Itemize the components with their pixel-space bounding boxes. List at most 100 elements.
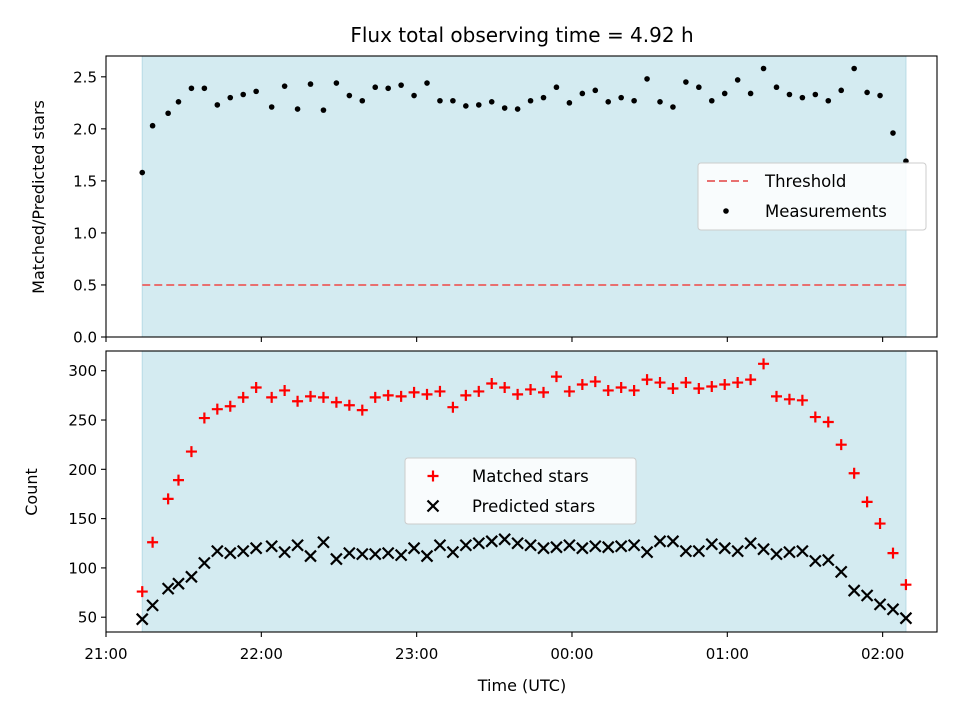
y-tick-label: 2.5: [73, 68, 97, 86]
data-point: [433, 538, 447, 552]
data-point: [721, 90, 728, 97]
data-point: [692, 544, 706, 558]
data-point: [185, 570, 198, 584]
data-point: [446, 545, 460, 559]
data-point: [450, 97, 456, 104]
data-point: [501, 105, 508, 111]
data-point: [670, 104, 676, 110]
data-point: [680, 377, 692, 389]
legend-label: Measurements: [765, 202, 887, 221]
data-point: [537, 541, 550, 555]
data-point: [473, 385, 485, 397]
data-point: [198, 412, 210, 424]
legend-swatch: [426, 499, 440, 513]
data-point: [786, 91, 793, 98]
y-tick-label: 0.5: [73, 276, 97, 294]
series-measurements: [139, 65, 909, 176]
data-point: [165, 110, 171, 117]
data-point: [514, 106, 521, 112]
data-point: [864, 89, 870, 96]
data-point: [291, 538, 304, 552]
data-point: [890, 130, 896, 136]
data-point: [887, 547, 899, 559]
data-point: [783, 545, 796, 559]
data-point: [198, 556, 211, 570]
legend-label: Matched stars: [472, 467, 589, 486]
data-point: [437, 97, 443, 104]
data-point: [265, 539, 278, 553]
data-point: [877, 92, 883, 99]
data-point: [602, 384, 614, 396]
legend: Matched stars Predicted stars: [404, 457, 637, 525]
x-tick-label: 21:00: [84, 645, 127, 663]
data-point: [147, 536, 159, 548]
x-tick-label: 23:00: [395, 645, 438, 663]
data-point: [512, 388, 524, 400]
data-point: [330, 396, 342, 408]
data-point: [356, 547, 369, 561]
data-point: [758, 358, 770, 370]
data-point: [146, 599, 159, 612]
data-point: [683, 79, 689, 85]
data-point: [498, 533, 511, 546]
data-point: [605, 98, 612, 105]
legend-label: Predicted stars: [472, 497, 595, 516]
y-tick-label: 300: [68, 362, 97, 380]
data-point: [796, 544, 809, 558]
series-predicted-stars: [135, 533, 913, 626]
legend-swatch: [723, 208, 729, 214]
data-point: [679, 544, 693, 558]
data-point: [873, 598, 887, 611]
data-point: [525, 383, 537, 395]
data-point: [732, 377, 744, 389]
data-point: [460, 389, 472, 401]
data-point: [279, 384, 291, 396]
data-point: [615, 381, 627, 393]
data-point: [812, 91, 819, 98]
y-tick-label: 100: [68, 559, 97, 577]
data-point: [463, 103, 469, 109]
data-point: [307, 81, 314, 87]
data-point: [734, 77, 741, 83]
data-point: [770, 547, 783, 561]
data-point: [589, 376, 601, 388]
data-point: [524, 538, 537, 552]
plot-frame: [105, 350, 938, 633]
data-point: [706, 380, 718, 392]
data-point: [278, 545, 291, 559]
data-point: [718, 541, 731, 555]
data-point: [900, 579, 912, 591]
data-point: [654, 377, 666, 389]
data-point: [601, 540, 615, 554]
x-axis-label: Time (UTC): [477, 676, 566, 695]
legend-label: Threshold: [764, 172, 846, 191]
data-point: [172, 577, 185, 590]
data-point: [667, 382, 679, 394]
data-point: [253, 88, 259, 95]
data-point: [563, 385, 575, 397]
data-point: [644, 76, 650, 82]
data-point: [421, 388, 433, 400]
data-point: [757, 542, 770, 556]
data-point: [499, 381, 511, 393]
data-point: [372, 84, 379, 91]
data-point: [653, 535, 667, 548]
data-point: [773, 84, 780, 91]
data-point: [485, 535, 499, 548]
data-point: [899, 611, 913, 625]
data-point: [627, 538, 641, 552]
data-point: [281, 83, 288, 89]
data-point: [696, 84, 702, 91]
data-point: [424, 80, 430, 86]
top-y-axis-label: Matched/Predicted stars: [29, 100, 48, 294]
chart-title: Flux total observing time = 4.92 h: [350, 23, 693, 47]
data-point: [135, 612, 149, 626]
data-point: [708, 97, 715, 104]
data-point: [770, 390, 782, 402]
data-point: [394, 548, 408, 562]
data-point: [211, 403, 223, 415]
data-point: [434, 385, 446, 397]
data-point: [475, 102, 482, 108]
data-point: [382, 389, 394, 401]
data-point: [139, 169, 146, 176]
